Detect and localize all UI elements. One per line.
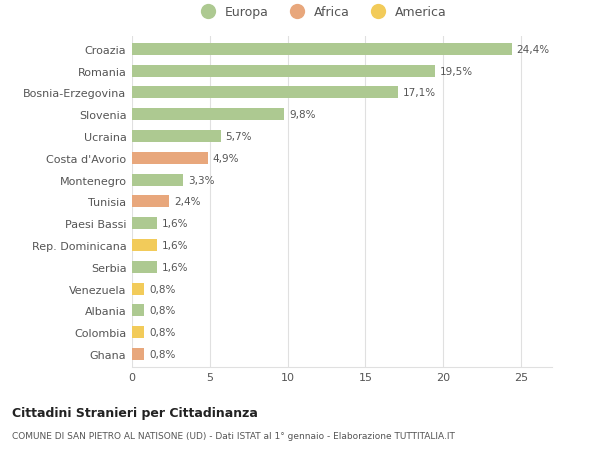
Text: 1,6%: 1,6% (161, 262, 188, 272)
Bar (132, 131, 221, 143)
Text: Cittadini Stranieri per Cittadinanza: Cittadini Stranieri per Cittadinanza (12, 406, 258, 419)
Text: COMUNE DI SAN PIETRO AL NATISONE (UD) - Dati ISTAT al 1° gennaio - Elaborazione : COMUNE DI SAN PIETRO AL NATISONE (UD) - … (12, 431, 455, 441)
Text: 4,9%: 4,9% (213, 153, 239, 163)
Text: 17,1%: 17,1% (403, 88, 436, 98)
Text: 2,4%: 2,4% (174, 197, 200, 207)
Bar (132, 218, 157, 230)
Bar (132, 152, 208, 164)
Text: 0,8%: 0,8% (149, 306, 175, 316)
Text: 5,7%: 5,7% (226, 132, 252, 142)
Bar (132, 261, 157, 273)
Legend: Europa, Africa, America: Europa, Africa, America (190, 1, 452, 24)
Bar (132, 196, 169, 208)
Text: 1,6%: 1,6% (161, 241, 188, 251)
Bar (132, 109, 284, 121)
Bar (132, 348, 145, 360)
Text: 19,5%: 19,5% (440, 67, 473, 77)
Bar (132, 283, 145, 295)
Bar (132, 87, 398, 99)
Text: 3,3%: 3,3% (188, 175, 215, 185)
Bar (132, 240, 157, 252)
Bar (132, 326, 145, 338)
Bar (132, 66, 436, 78)
Text: 0,8%: 0,8% (149, 284, 175, 294)
Text: 0,8%: 0,8% (149, 327, 175, 337)
Text: 1,6%: 1,6% (161, 218, 188, 229)
Bar (132, 44, 512, 56)
Bar (132, 305, 145, 317)
Text: 9,8%: 9,8% (289, 110, 316, 120)
Text: 24,4%: 24,4% (516, 45, 550, 55)
Bar (132, 174, 184, 186)
Text: 0,8%: 0,8% (149, 349, 175, 359)
